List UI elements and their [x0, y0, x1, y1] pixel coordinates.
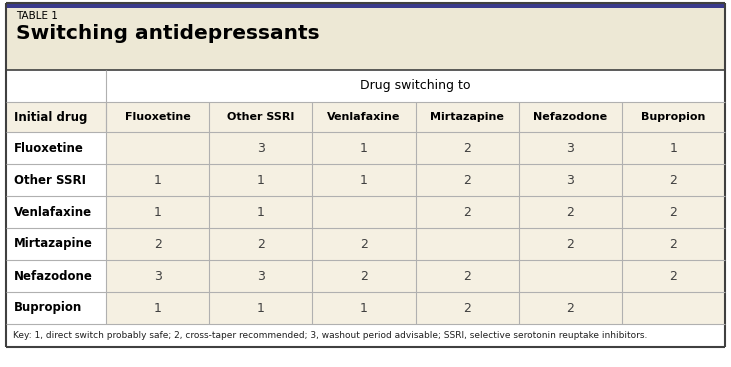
Text: 2: 2: [463, 302, 471, 315]
Bar: [6, 70, 725, 102]
Text: Mirtazapine: Mirtazapine: [430, 112, 504, 122]
Text: 2: 2: [670, 237, 678, 251]
Bar: [6, 3, 725, 8]
Bar: [106, 164, 725, 196]
Text: 1: 1: [360, 174, 368, 186]
Text: 3: 3: [567, 174, 574, 186]
Text: 1: 1: [257, 174, 265, 186]
Text: 2: 2: [257, 237, 265, 251]
Bar: [6, 228, 106, 260]
Text: 3: 3: [567, 142, 574, 155]
Text: 2: 2: [360, 269, 368, 283]
Text: Bupropion: Bupropion: [14, 302, 83, 315]
Bar: [6, 164, 106, 196]
Text: 2: 2: [670, 174, 678, 186]
Text: 1: 1: [360, 142, 368, 155]
Text: 1: 1: [154, 174, 162, 186]
Text: Venlafaxine: Venlafaxine: [14, 206, 92, 218]
Bar: [6, 132, 106, 164]
Text: 2: 2: [567, 237, 574, 251]
Bar: [6, 102, 725, 132]
Text: Mirtazapine: Mirtazapine: [14, 237, 93, 251]
Text: Key: 1, direct switch probably safe; 2, cross-taper recommended; 3, washout peri: Key: 1, direct switch probably safe; 2, …: [13, 331, 648, 340]
Text: Other SSRI: Other SSRI: [227, 112, 295, 122]
Bar: [6, 260, 106, 292]
Text: 1: 1: [154, 302, 162, 315]
Text: Other SSRI: Other SSRI: [14, 174, 86, 186]
Text: Nefazodone: Nefazodone: [14, 269, 93, 283]
Text: 1: 1: [257, 302, 265, 315]
Text: 2: 2: [463, 174, 471, 186]
Text: 2: 2: [463, 269, 471, 283]
Text: 3: 3: [154, 269, 162, 283]
Bar: [106, 196, 725, 228]
Text: 3: 3: [257, 269, 265, 283]
Bar: [106, 292, 725, 324]
Text: Drug switching to: Drug switching to: [360, 80, 471, 92]
Text: TABLE 1: TABLE 1: [16, 11, 58, 21]
Text: 2: 2: [463, 206, 471, 218]
Text: 2: 2: [567, 206, 574, 218]
Bar: [106, 260, 725, 292]
Text: Venlafaxine: Venlafaxine: [327, 112, 401, 122]
Text: Initial drug: Initial drug: [14, 110, 88, 124]
Bar: [106, 228, 725, 260]
Bar: [6, 8, 725, 70]
Text: 1: 1: [257, 206, 265, 218]
Bar: [6, 196, 106, 228]
Text: Switching antidepressants: Switching antidepressants: [16, 24, 319, 43]
Bar: [106, 132, 725, 164]
Bar: [6, 324, 725, 347]
Text: Fluoxetine: Fluoxetine: [14, 142, 84, 155]
Text: 3: 3: [257, 142, 265, 155]
Text: 2: 2: [567, 302, 574, 315]
Text: 1: 1: [154, 206, 162, 218]
Text: Fluoxetine: Fluoxetine: [125, 112, 191, 122]
Bar: [6, 292, 106, 324]
Text: 2: 2: [670, 269, 678, 283]
Text: Nefazodone: Nefazodone: [533, 112, 607, 122]
Text: 2: 2: [670, 206, 678, 218]
Text: 2: 2: [154, 237, 162, 251]
Text: 2: 2: [360, 237, 368, 251]
Text: 2: 2: [463, 142, 471, 155]
Text: Bupropion: Bupropion: [641, 112, 705, 122]
Text: 1: 1: [670, 142, 678, 155]
Text: 1: 1: [360, 302, 368, 315]
